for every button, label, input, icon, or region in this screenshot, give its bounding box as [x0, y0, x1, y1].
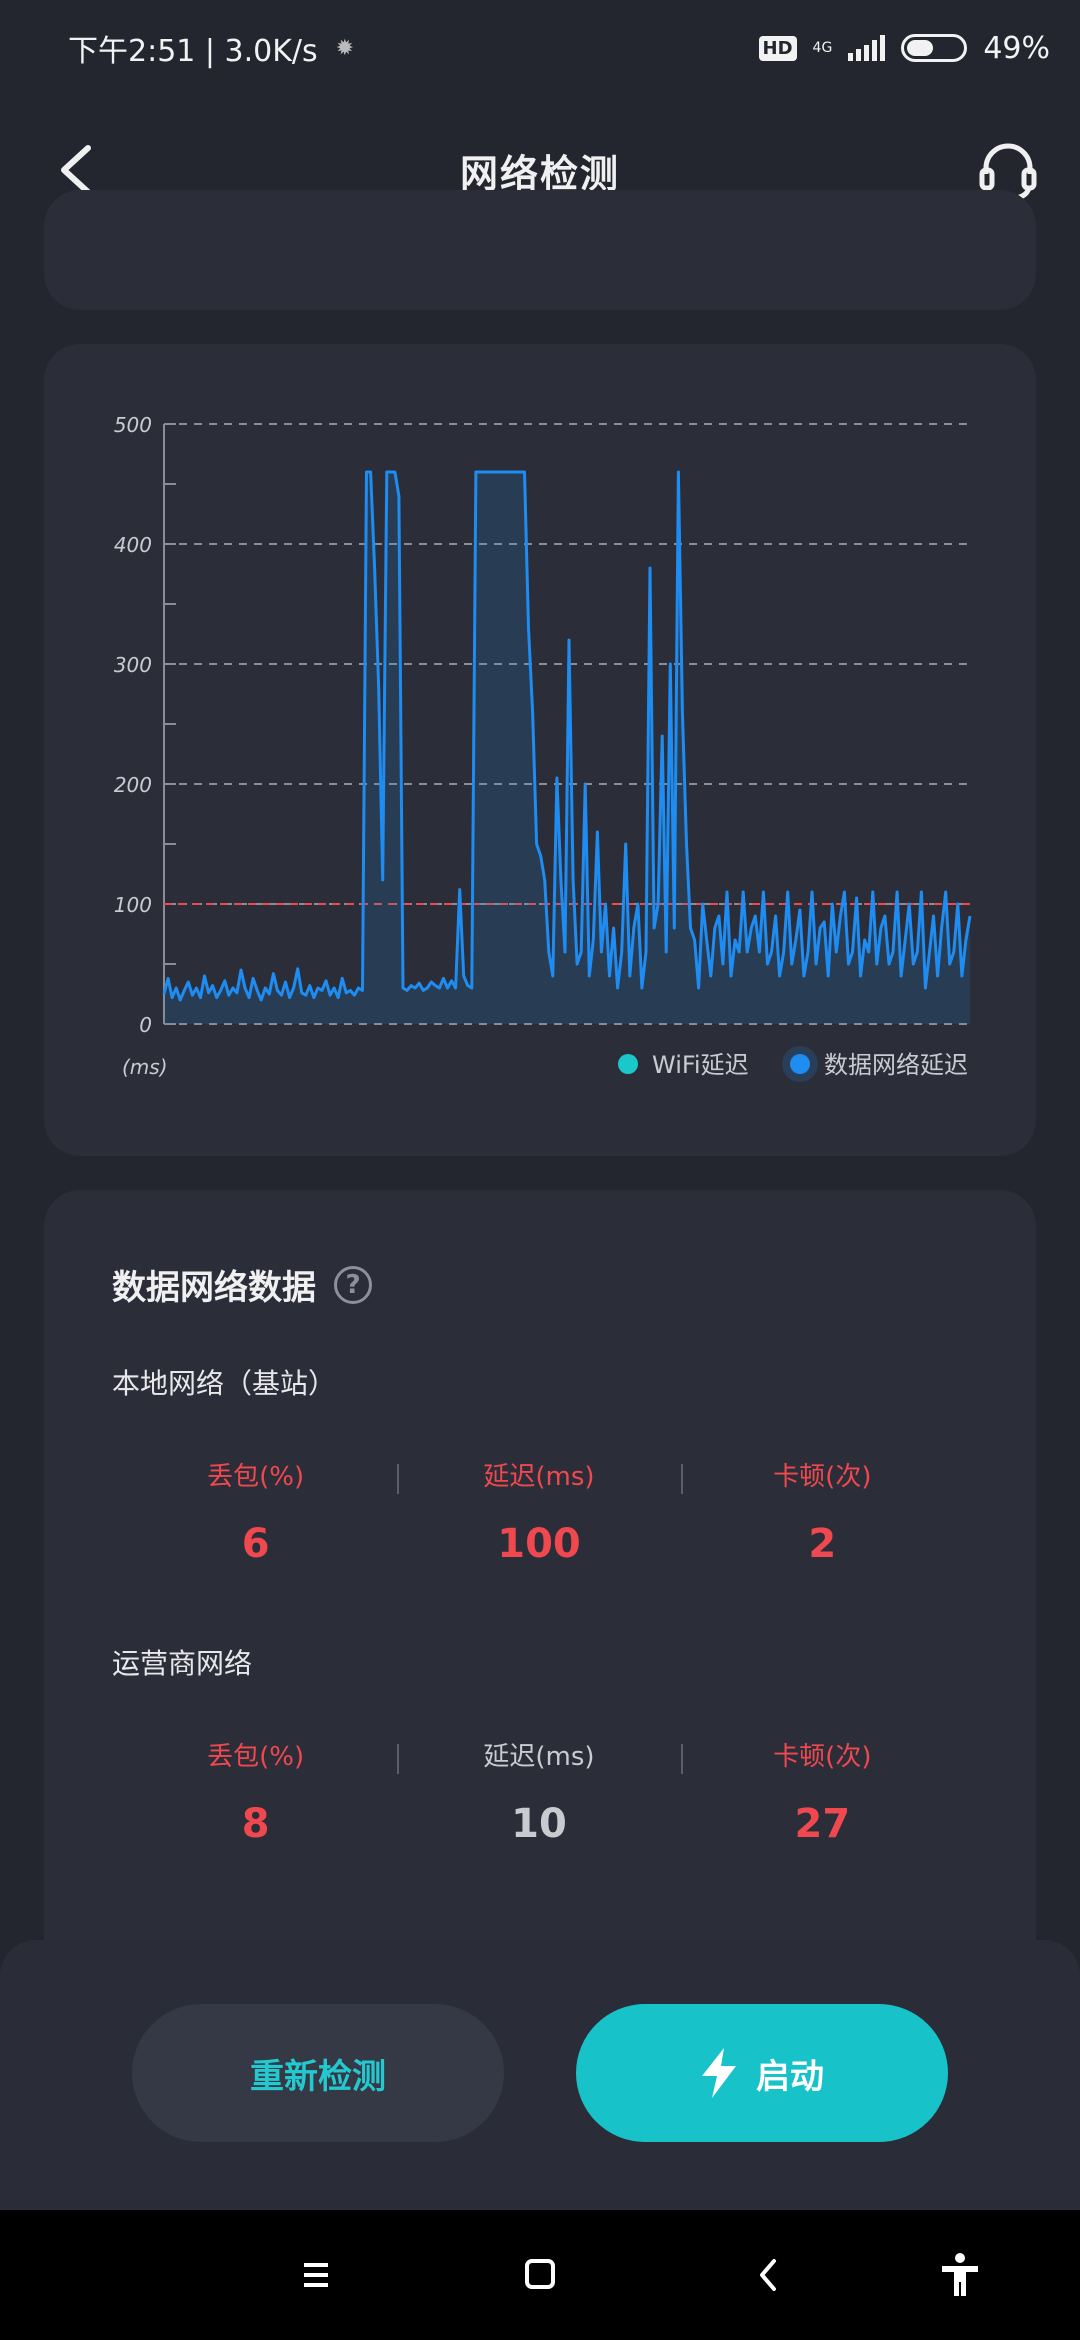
metric-label: 延迟(ms) [483, 1462, 595, 1492]
battery-percent: 49% [983, 30, 1050, 66]
section-title-text: 数据网络数据 [112, 1268, 316, 1308]
metric-label: 卡顿(次) [773, 1742, 872, 1772]
metric-label: 卡顿(次) [773, 1462, 872, 1492]
summary-card [44, 190, 1036, 310]
metric-value: 27 [794, 1801, 851, 1847]
back-button[interactable] [50, 140, 110, 200]
local-latency: 延迟(ms) 100 [397, 1456, 680, 1567]
page-title: 网络检测 [459, 151, 620, 196]
legend-label: WiFi延迟 [652, 1051, 749, 1079]
metric-value: 8 [241, 1801, 270, 1847]
metric-label: 延迟(ms) [483, 1742, 595, 1772]
nav-accessibility-button[interactable] [930, 2250, 990, 2300]
carrier-stutter: 卡顿(次) 27 [680, 1736, 964, 1847]
nav-home-button[interactable] [510, 2250, 570, 2300]
carrier-latency: 延迟(ms) 10 [397, 1736, 680, 1847]
series-line [162, 470, 972, 1002]
back-triangle-icon [760, 2259, 776, 2291]
system-nav-bar [0, 2210, 1080, 2340]
legend-marker [790, 1054, 810, 1074]
start-label: 启动 [756, 2056, 824, 2097]
y-tick-label: 400 [114, 533, 152, 557]
home-square-icon [525, 2259, 555, 2289]
y-tick-label: 100 [114, 893, 152, 917]
metric-value: 100 [497, 1521, 581, 1567]
retest-label: 重新检测 [250, 2056, 386, 2097]
network-type: 4G [812, 40, 833, 56]
retest-button[interactable]: 重新检测 [132, 2004, 504, 2142]
metric-value: 2 [808, 1521, 837, 1567]
action-panel: 重新检测 启动 [0, 1940, 1080, 2210]
y-tick-label: 300 [114, 653, 152, 677]
metric-label: 丢包(%) [207, 1462, 305, 1492]
accessibility-icon [942, 2253, 978, 2296]
status-bar: 下午2:51 | 3.0K/s ✹ HD 4G 49% [0, 0, 1080, 96]
local-network-title: 本地网络（基站） [112, 1367, 337, 1400]
battery-icon [901, 34, 968, 62]
y-tick-label: 0 [139, 1013, 152, 1037]
nav-menu-button[interactable] [286, 2250, 346, 2300]
y-tick-label: 200 [114, 773, 152, 797]
y-unit-label: (ms) [122, 1055, 168, 1079]
carrier-packet-loss: 丢包(%) 8 [114, 1736, 397, 1847]
legend-marker [618, 1054, 638, 1074]
lightning-icon [702, 2048, 736, 2098]
chevron-left-icon [61, 145, 91, 195]
question-circle-icon[interactable]: ? [334, 1265, 372, 1304]
signal-icon [848, 35, 886, 61]
notification-icon: ✹ [335, 35, 355, 61]
status-time-speed: 下午2:51 | 3.0K/s [68, 34, 318, 69]
metric-value: 10 [511, 1801, 567, 1847]
local-packet-loss: 丢包(%) 6 [114, 1456, 397, 1567]
carrier-metrics: 丢包(%) 8 延迟(ms) 10 卡顿(次) 27 [114, 1736, 964, 1847]
section-title: 数据网络数据 ? [112, 1260, 372, 1309]
nav-back-button[interactable] [738, 2250, 798, 2300]
local-stutter: 卡顿(次) 2 [680, 1456, 964, 1567]
metric-value: 6 [241, 1521, 270, 1567]
menu-icon [304, 2263, 328, 2287]
metric-label: 丢包(%) [207, 1742, 305, 1772]
local-metrics: 丢包(%) 6 延迟(ms) 100 卡顿(次) 2 [114, 1456, 964, 1567]
header: 网络检测 [0, 110, 1080, 230]
y-tick-label: 500 [114, 413, 152, 437]
legend-label: 数据网络延迟 [824, 1051, 968, 1079]
data-network-card: 数据网络数据 ? 本地网络（基站） 丢包(%) 6 延迟(ms) 100 卡顿(… [44, 1190, 1036, 2010]
carrier-network-title: 运营商网络 [112, 1647, 253, 1680]
start-button[interactable]: 启动 [576, 2004, 948, 2142]
latency-chart: 0 100 200 300 400 500 (ms) WiFi延迟 数据网络延迟 [114, 413, 972, 1082]
latency-chart-card: 0 100 200 300 400 500 (ms) WiFi延迟 数据网络延迟 [44, 344, 1036, 1156]
hd-badge: HD [758, 35, 797, 61]
